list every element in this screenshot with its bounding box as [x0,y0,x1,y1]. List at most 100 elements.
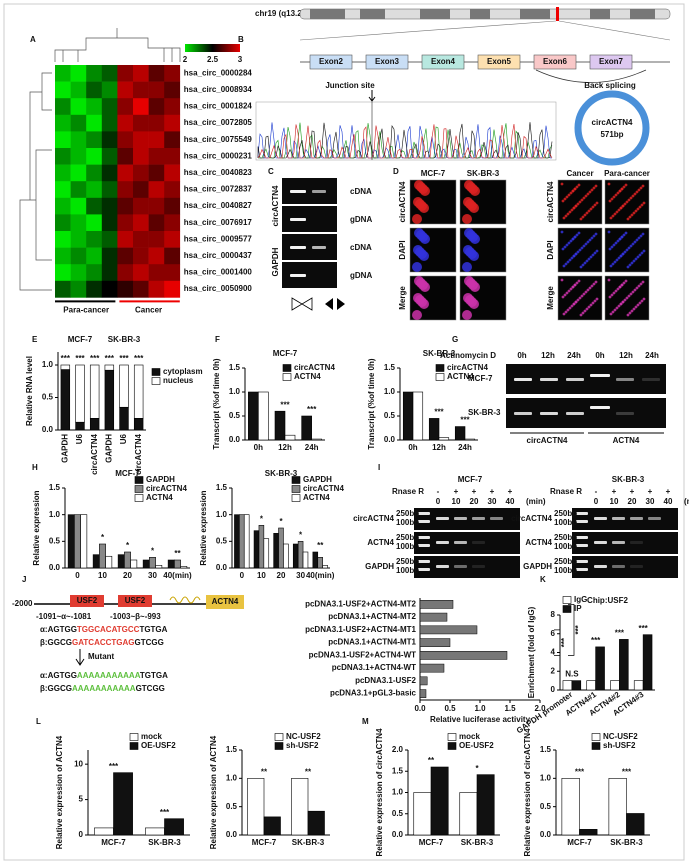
cell [628,311,632,315]
x-tick-label: 1.0 [474,704,486,713]
cell [594,280,598,284]
gel-band [290,274,306,277]
y-tick-label: 6 [551,629,556,638]
arrow [368,90,376,102]
y-tick-label: pcDNA3.1-USF2+ACTN4-MT2 [305,599,416,608]
legend-label: NC-USF2 [286,732,321,741]
seq-post: TGTGA [139,625,167,634]
y-tick-label: pcDNA3.1-USF2 [355,676,416,685]
gel-band [566,412,584,415]
cell [565,243,569,247]
row-label: hsa_circ_0050900 [184,284,253,293]
bar [89,364,100,419]
cell-line: MCF-7 [421,169,446,178]
legend-swatch [151,368,161,376]
heatmap-cell [101,214,118,232]
cell [631,242,635,246]
x-tick-label: 30 [148,571,157,580]
heatmap-cell [117,81,134,99]
gel-band [418,512,430,515]
heatmap-cell [70,181,87,199]
heatmap-cell [101,197,118,215]
bar [595,646,605,691]
cell [565,291,569,295]
cell [588,238,592,242]
cell [583,309,587,313]
significance: *** [109,762,119,771]
back-splicing-label: Back splicing [584,81,636,90]
y-tick-label: pcDNA3.1-USF2+ACTN4-WT [309,650,416,659]
x-tick-label: 0.0 [414,704,426,713]
cell [580,246,584,250]
tissue: Para-cancer [604,169,650,178]
bar [278,527,284,569]
cell [633,240,637,244]
heatmap-cell [164,81,181,99]
cell [414,180,424,190]
usf2-site [70,595,104,607]
gene-label: circACTN4 [527,436,568,445]
ladder: 250bp [396,509,419,518]
cell [562,312,566,316]
gel-band [540,378,558,381]
heatmap-cell [55,65,71,82]
cell [572,206,576,210]
panel-letter: M [362,717,369,726]
bar [419,612,448,622]
y-tick-label: 0 [551,685,556,694]
heatmap-cell [133,114,149,132]
y-tick-label: 1.5 [392,766,404,775]
trace [257,122,553,159]
unit: (min) [684,497,689,506]
cell [609,216,613,220]
band [360,9,385,19]
significance: *** [105,354,115,363]
bar [419,663,445,673]
group-label: SK-BR-3 [108,335,141,344]
bar [419,689,427,698]
legend-label: OE-USF2 [141,741,176,750]
heatmap-cell [70,81,87,99]
heatmap-cell [148,164,165,182]
time: 40 [664,497,673,506]
chart-title: SK-BR-3 [265,469,298,478]
legend-label: circACTN4 [146,484,187,493]
x-tick-label: 0 [75,571,80,580]
gel [414,556,520,578]
exon-label: Exon4 [431,57,456,66]
cell [560,230,564,234]
cell [632,259,636,263]
scale-tick: 3 [238,55,243,64]
primer-icons [325,298,345,310]
gel-band [418,544,430,547]
y-tick-label: pcDNA3.1+ACTN4-MT2 [328,612,416,621]
significance: *** [90,354,100,363]
gel-band [540,412,558,415]
y-tick-label: 0.5 [42,393,54,402]
heatmap-cell [148,148,165,165]
heatmap-cell [86,231,103,248]
heatmap-cell [148,264,165,282]
cell [618,237,622,241]
heatmap-cell [55,81,71,99]
row-label: hsa_circ_0000284 [184,68,253,77]
cell [582,292,586,296]
cell [587,305,591,309]
cell [582,196,586,200]
heatmap-cell [148,214,165,232]
y-tick-label: pcDNA3.1+ACTN4-WT [332,663,416,672]
back-splice-arc [535,69,647,83]
gel-band [514,412,532,415]
heatmap-cell [164,164,181,182]
cell [619,254,623,258]
row-label: hsa_circ_0001400 [184,268,253,277]
bar [419,676,428,686]
cell [607,278,611,282]
x-tick-label: 24h [305,443,319,452]
heatmap-cell [148,114,165,132]
sequence: β:GGCGAAAAAAAAAAAGTCGG [40,684,165,693]
cell [629,244,633,248]
panel-letter: F [215,335,220,344]
gel-title: SK-BR-3 [612,475,645,484]
heatmap-cell [133,197,149,215]
